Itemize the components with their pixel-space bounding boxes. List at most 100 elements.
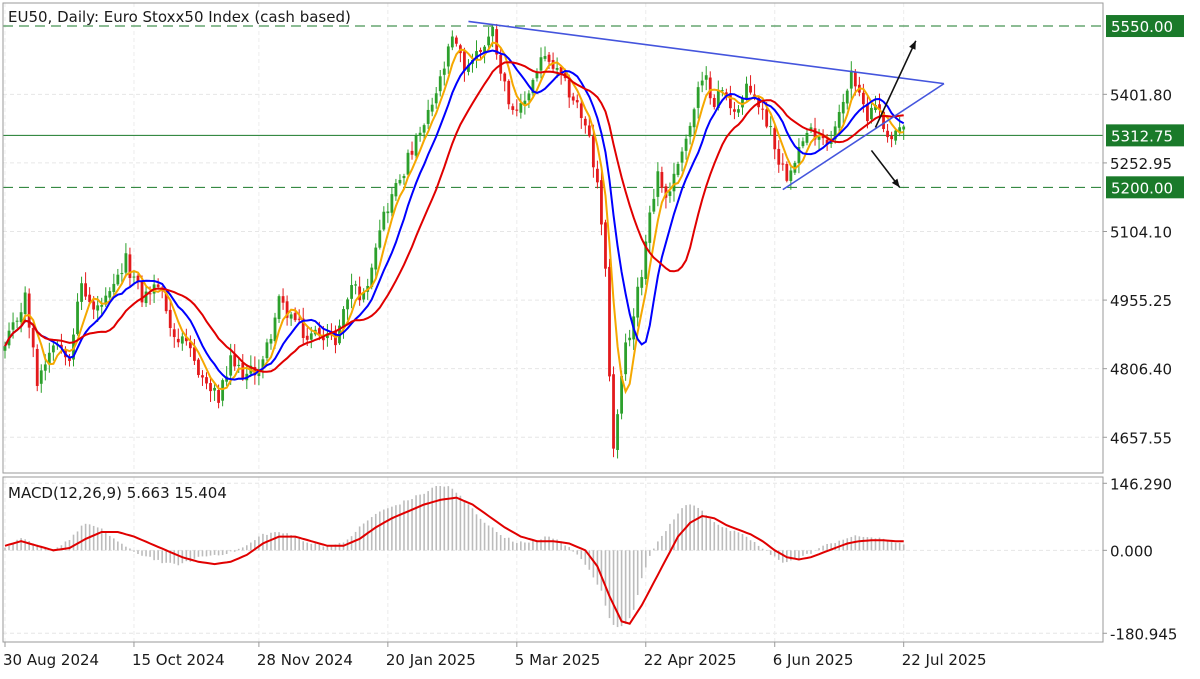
- candle-body: [414, 135, 418, 156]
- candle: [382, 206, 386, 232]
- candle: [571, 92, 575, 105]
- candle: [749, 75, 752, 95]
- candle-body: [88, 294, 92, 303]
- candle-body: [19, 312, 23, 323]
- candle-body: [551, 60, 555, 69]
- candle-body: [708, 77, 712, 99]
- candle-body: [591, 136, 595, 168]
- candle-body: [164, 292, 168, 312]
- candle: [475, 40, 478, 69]
- candle: [213, 382, 216, 401]
- moving-averages: [4, 41, 905, 395]
- candle: [737, 105, 740, 117]
- candle: [600, 168, 603, 236]
- candle: [68, 353, 71, 367]
- candle-body: [358, 286, 362, 301]
- candle-body: [878, 104, 881, 110]
- candle-body: [483, 46, 486, 53]
- candle: [777, 140, 781, 173]
- candle: [628, 329, 632, 347]
- candle-body: [829, 141, 833, 144]
- candle-body: [217, 390, 220, 403]
- candle: [386, 203, 390, 223]
- candle-body: [362, 292, 366, 300]
- trendlines: [468, 20, 945, 191]
- candle-body: [156, 284, 160, 287]
- candle: [15, 317, 19, 329]
- candle: [656, 162, 660, 207]
- candle-body: [293, 313, 297, 321]
- candle-body: [92, 301, 96, 310]
- candle-body: [741, 98, 744, 108]
- candle: [51, 343, 55, 361]
- candle-body: [454, 37, 458, 44]
- candle: [841, 93, 845, 124]
- candle-body: [261, 359, 265, 369]
- candle-body: [193, 347, 196, 361]
- candle: [209, 378, 212, 402]
- level-label-text: 5312.75: [1111, 127, 1173, 145]
- candle-body: [197, 359, 200, 376]
- candle-body: [527, 93, 531, 101]
- candle-body: [15, 320, 19, 322]
- macd-label: MACD(12,26,9) 5.663 15.404: [8, 484, 227, 502]
- candle-body: [898, 127, 902, 133]
- macd-tick-label: -180.945: [1110, 625, 1177, 643]
- candle-body: [765, 109, 769, 127]
- candle-body: [132, 276, 136, 278]
- candle-body: [773, 128, 777, 150]
- candle-body: [841, 101, 845, 114]
- candle: [233, 344, 237, 371]
- candle-body: [672, 173, 676, 192]
- candle: [495, 23, 499, 60]
- arrow: [874, 40, 917, 128]
- price-tick-label: 5104.10: [1110, 224, 1172, 242]
- candle-body: [745, 83, 748, 99]
- candle-body: [136, 275, 140, 283]
- candle-body: [531, 79, 535, 94]
- candle-body: [833, 126, 837, 140]
- candle-body: [475, 51, 478, 60]
- candle: [205, 372, 208, 390]
- candle: [688, 122, 692, 145]
- candle-body: [96, 305, 100, 311]
- candle-body: [523, 100, 527, 104]
- candle: [583, 116, 587, 134]
- candle: [729, 85, 732, 116]
- macd-tick-label: 146.290: [1110, 475, 1172, 493]
- arrow-head: [909, 40, 916, 50]
- candle-body: [140, 281, 144, 303]
- candle: [197, 357, 200, 378]
- date-tick-label: 30 Aug 2024: [3, 651, 99, 669]
- candle-body: [729, 94, 732, 109]
- candle: [575, 94, 579, 109]
- candle: [745, 76, 748, 101]
- candle-body: [596, 168, 599, 183]
- candle-body: [354, 284, 358, 286]
- candle-body: [124, 253, 128, 273]
- level-lines: [3, 25, 1103, 188]
- candle-body: [491, 26, 495, 37]
- candle: [724, 88, 728, 101]
- candle-body: [571, 96, 575, 101]
- candle-body: [624, 342, 628, 375]
- candle: [289, 311, 293, 326]
- candle: [193, 338, 196, 365]
- chart-title: EU50, Daily: Euro Stoxx50 Index (cash ba…: [8, 8, 351, 26]
- candle: [76, 293, 79, 336]
- candle-body: [317, 328, 321, 336]
- candle-body: [660, 172, 664, 188]
- candle-body: [902, 126, 906, 130]
- candle: [712, 94, 716, 110]
- candle: [579, 99, 583, 129]
- price-tick-label: 4657.55: [1110, 429, 1172, 447]
- candle-body: [60, 344, 63, 348]
- candle-body: [644, 241, 648, 279]
- candle: [644, 234, 648, 285]
- candle-body: [789, 170, 793, 181]
- candle: [543, 46, 547, 62]
- candle-body: [180, 336, 184, 344]
- candle: [438, 69, 442, 97]
- trendline: [468, 20, 945, 85]
- candle: [201, 370, 204, 386]
